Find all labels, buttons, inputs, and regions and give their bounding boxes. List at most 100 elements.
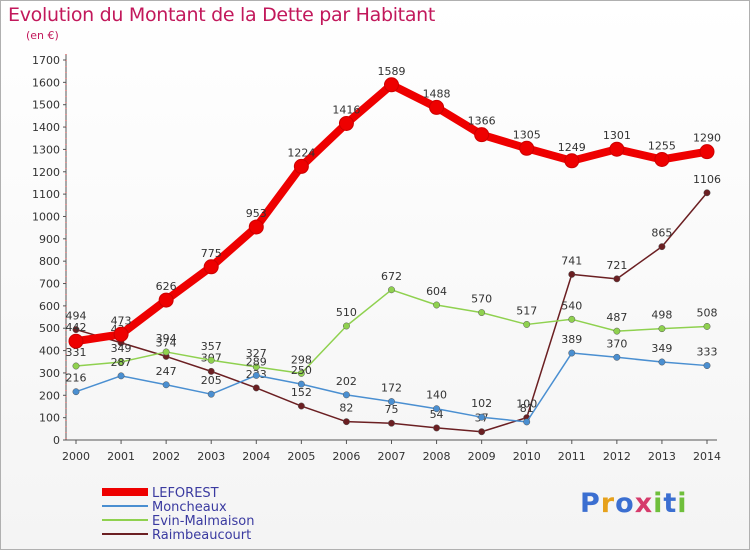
data-point	[613, 353, 621, 361]
data-label: 331	[66, 346, 87, 359]
data-point	[433, 424, 441, 432]
data-point	[207, 356, 215, 364]
data-point	[609, 141, 625, 157]
logo-letter: i	[653, 488, 664, 519]
data-point	[158, 292, 174, 308]
y-tick-label: 1000	[32, 210, 60, 223]
data-label: 473	[111, 314, 132, 327]
data-point	[658, 358, 666, 366]
data-label: 82	[339, 402, 353, 415]
x-tick-label: 2003	[197, 450, 225, 463]
data-label: 287	[111, 356, 132, 369]
chart-subtitle: (en €)	[26, 29, 59, 42]
data-point	[658, 243, 666, 251]
data-label: 775	[201, 247, 222, 260]
x-tick-label: 2010	[513, 450, 541, 463]
data-point	[568, 270, 576, 278]
data-label: 865	[651, 227, 672, 240]
y-tick-label: 500	[39, 322, 60, 335]
x-tick-label: 2002	[152, 450, 180, 463]
data-point	[162, 381, 170, 389]
data-point	[474, 127, 490, 143]
data-label: 172	[381, 382, 402, 395]
data-label: 247	[156, 365, 177, 378]
data-label: 517	[516, 304, 537, 317]
data-point	[433, 405, 441, 413]
data-label: 1366	[468, 115, 496, 128]
data-point	[342, 322, 350, 330]
data-label: 540	[561, 299, 582, 312]
data-label: 510	[336, 306, 357, 319]
data-label: 1255	[648, 139, 676, 152]
data-point	[478, 413, 486, 421]
data-label: 508	[697, 306, 718, 319]
y-tick-label: 1500	[32, 99, 60, 112]
data-point	[68, 333, 84, 349]
data-point	[478, 428, 486, 436]
data-label: 349	[111, 342, 132, 355]
data-point	[519, 140, 535, 156]
data-label: 370	[606, 337, 627, 350]
x-tick-label: 2004	[242, 450, 270, 463]
data-label: 202	[336, 375, 357, 388]
data-point	[568, 349, 576, 357]
data-label: 140	[426, 389, 447, 402]
x-tick-label: 2012	[603, 450, 631, 463]
data-point	[162, 348, 170, 356]
y-tick-label: 700	[39, 278, 60, 291]
y-tick-label: 600	[39, 300, 60, 313]
x-tick-label: 2007	[378, 450, 406, 463]
y-tick-label: 1600	[32, 76, 60, 89]
data-point	[113, 326, 129, 342]
y-tick-label: 300	[39, 367, 60, 380]
data-point	[613, 275, 621, 283]
data-label: 81	[520, 402, 534, 415]
y-tick-label: 100	[39, 412, 60, 425]
data-label: 389	[561, 333, 582, 346]
data-point	[72, 388, 80, 396]
x-tick-label: 2014	[693, 450, 721, 463]
data-label: 498	[651, 309, 672, 322]
x-tick-label: 2001	[107, 450, 135, 463]
y-tick-label: 1400	[32, 121, 60, 134]
data-label: 298	[291, 353, 312, 366]
x-tick-label: 2011	[558, 450, 586, 463]
y-tick-label: 200	[39, 389, 60, 402]
data-point	[207, 390, 215, 398]
proxiti-logo: Proxiti	[580, 488, 688, 519]
data-label: 394	[156, 332, 177, 345]
data-point	[699, 144, 715, 160]
data-point	[478, 309, 486, 317]
data-label: 152	[291, 386, 312, 399]
data-point	[388, 419, 395, 427]
data-label: 672	[381, 270, 402, 283]
data-point	[523, 418, 531, 426]
data-point	[117, 372, 125, 380]
data-point	[703, 189, 711, 197]
data-label: 1305	[513, 128, 541, 141]
data-point	[433, 301, 441, 309]
data-label: 442	[66, 321, 87, 334]
data-label: 54	[430, 408, 444, 421]
data-point	[564, 153, 580, 169]
data-point	[252, 371, 260, 379]
data-label: 721	[606, 259, 627, 272]
data-label: 102	[471, 397, 492, 410]
data-label: 494	[66, 310, 87, 323]
data-point	[429, 99, 445, 115]
data-label: 75	[385, 403, 399, 416]
data-label: 100	[516, 398, 537, 411]
data-label: 1249	[558, 141, 586, 154]
logo-letter: x	[634, 488, 654, 519]
x-tick-label: 2006	[332, 450, 360, 463]
data-point	[297, 380, 305, 388]
data-point	[72, 362, 80, 370]
data-point	[297, 402, 305, 410]
data-label: 349	[651, 342, 672, 355]
y-tick-label: 0	[53, 434, 60, 447]
x-tick-label: 2000	[62, 450, 90, 463]
data-label: 374	[156, 336, 177, 349]
data-label: 327	[246, 347, 267, 360]
data-label: 1488	[423, 87, 451, 100]
